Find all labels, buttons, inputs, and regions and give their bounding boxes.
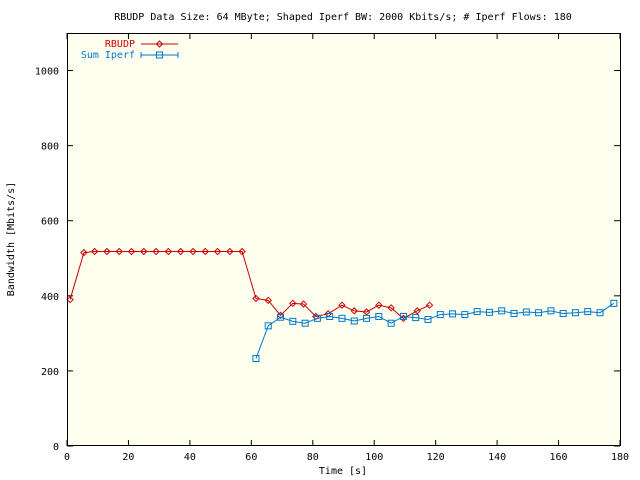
chart-title: RBUDP Data Size: 64 MByte; Shaped Iperf … [114,12,572,23]
data-point [176,247,185,256]
y-axis-label: Bandwidth [Mbits/s] [6,182,17,296]
x-tick-label: 120 [427,452,445,463]
data-point [387,319,395,327]
data-point [127,247,136,256]
data-point [547,307,555,315]
data-point [152,247,160,256]
data-point [313,314,321,322]
data-point [584,308,592,316]
data-point [571,309,579,317]
data-point [559,309,567,317]
y-tick-label: 400 [41,292,59,303]
data-point [326,312,334,320]
x-tick-label: 140 [488,452,506,463]
data-point [264,296,272,305]
y-tick-label: 0 [53,442,59,453]
data-point [90,247,99,256]
data-point [289,299,297,308]
plot-frame [67,33,621,446]
data-point [80,248,88,257]
data-point [473,308,481,316]
legend-label: Sum Iperf [81,50,135,61]
data-point [498,307,506,315]
data-point [252,294,260,303]
data-point [387,304,395,312]
series-line [255,302,615,359]
series-sum-iperf [252,299,618,363]
data-point [436,311,444,319]
legend-marker [155,40,164,48]
data-point [201,247,209,256]
data-point [412,314,420,322]
data-point [338,314,346,322]
legend-marker [156,51,163,59]
data-point [399,312,407,320]
data-point [413,307,421,315]
x-tick-label: 180 [611,452,629,463]
data-point [610,299,618,307]
plot-area [67,33,621,446]
data-point [226,247,234,256]
data-point [424,315,432,323]
x-tick-label: 20 [122,452,134,463]
data-point [461,311,469,319]
data-point [140,247,148,256]
data-point [596,309,604,317]
x-tick-label: 0 [64,452,70,463]
data-point [264,322,272,330]
data-point [299,300,308,308]
data-point [277,313,285,321]
x-tick-label: 100 [365,452,383,463]
x-tick-label: 160 [550,452,568,463]
y-tick-label: 1000 [35,67,59,78]
x-tick-label: 60 [245,452,257,463]
data-point [449,310,457,318]
data-point [66,295,74,304]
y-tick-label: 800 [41,142,59,153]
data-point [164,247,173,256]
data-point [238,247,246,256]
data-point [252,355,260,363]
data-point [363,314,371,322]
y-tick-label: 200 [41,367,59,378]
data-point [522,308,530,316]
data-point [485,308,493,316]
series-layer [66,247,618,363]
series-rbudp [66,247,434,323]
x-tick-label: 40 [184,452,196,463]
y-tick-label: 600 [41,217,59,228]
x-tick-label: 80 [307,452,319,463]
data-point [375,312,383,320]
data-point [510,309,518,317]
data-point [301,319,309,327]
data-point [289,317,297,325]
data-point [375,301,383,309]
data-point [213,247,222,256]
data-point [115,247,123,256]
data-point [350,317,358,325]
data-point [103,247,111,256]
x-axis-label: Time [s] [319,466,367,477]
data-point [338,301,346,309]
legend-label: RBUDP [105,39,135,50]
data-point [189,247,197,256]
data-point [350,307,358,315]
data-point [535,309,543,317]
data-point [425,301,434,309]
